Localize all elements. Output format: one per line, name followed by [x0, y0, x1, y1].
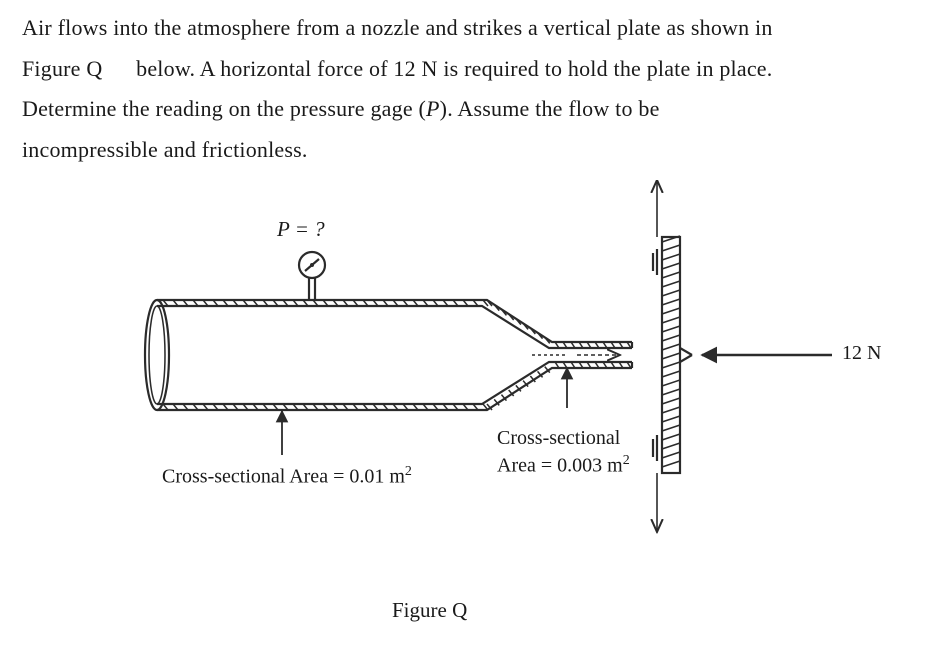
area2-label: Cross-sectional Area = 0.003 m2 [497, 425, 630, 480]
p-rest: = ? [289, 217, 324, 241]
area1-val: 0.01 m [349, 466, 405, 488]
area2-sup: 2 [623, 453, 630, 468]
figure-diagram [22, 180, 922, 590]
problem-line2b: below. A horizontal force of 12 N is req… [136, 56, 772, 81]
problem-line1: Air flows into the atmosphere from a noz… [22, 15, 773, 40]
p-letter: P [277, 217, 289, 241]
force-label: 12 N [842, 342, 881, 365]
caption-text: Figure Q [392, 598, 467, 622]
problem-line3b: ). Assume the flow to be [440, 96, 660, 121]
problem-line3a: Determine the reading on the pressure ga… [22, 96, 426, 121]
pressure-label: P = ? [277, 217, 325, 242]
force-value: 12 N [842, 342, 881, 364]
problem-text: Air flows into the atmosphere from a noz… [22, 8, 918, 171]
figure-area: P = ? Cross-sectional Area = 0.01 m2 Cro… [22, 180, 922, 650]
figure-caption: Figure Q [392, 598, 467, 623]
area1-label: Cross-sectional Area = 0.01 m2 [162, 464, 412, 489]
area2-line1: Cross-sectional [497, 427, 620, 449]
problem-line4: incompressible and frictionless. [22, 137, 308, 162]
area1-prefix: Cross-sectional Area = [162, 466, 349, 488]
area1-sup: 2 [405, 464, 412, 479]
problem-line2a: Figure Q [22, 56, 102, 81]
area2-prefix: Area = [497, 455, 557, 477]
area2-val: 0.003 m [557, 455, 623, 477]
problem-pvar: P [426, 96, 440, 121]
